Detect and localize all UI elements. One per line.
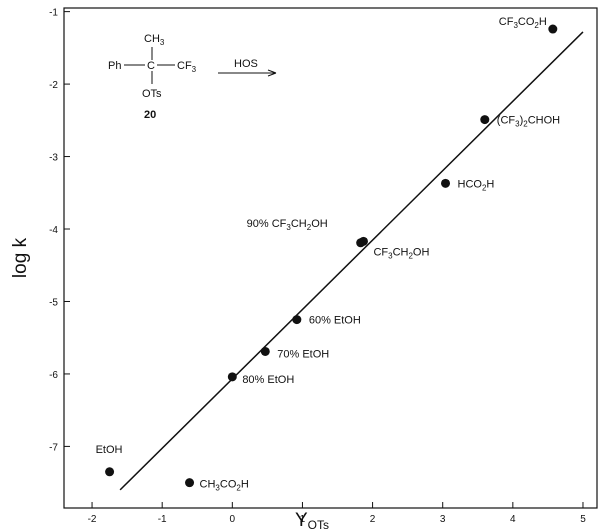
scheme-phenyl: Ph [108, 60, 121, 72]
data-point-label: 90% CF3CH2OH [247, 218, 328, 232]
reaction-scheme: CH3 Ph C CF3 OTs 20 HOS [108, 33, 277, 121]
data-point [548, 24, 558, 34]
y-tick-label: -3 [49, 153, 58, 164]
plot-frame [63, 7, 598, 509]
y-tick-label: -7 [49, 442, 58, 453]
data-point-label: 80% EtOH [242, 374, 294, 386]
data-point [358, 236, 368, 246]
x-tick-label: -1 [158, 514, 167, 525]
y-tick-label: -4 [49, 225, 58, 236]
data-point [105, 467, 115, 477]
fit-line [119, 31, 584, 491]
data-point-label: CF3CH2OH [373, 246, 429, 260]
scheme-compound-number: 20 [144, 109, 156, 121]
scheme-carbon: C [147, 60, 155, 72]
x-tick-label: -2 [88, 514, 97, 525]
fit-line-group [119, 31, 584, 491]
scheme-cf3: CF3 [177, 60, 197, 74]
x-tick-label: 3 [440, 514, 446, 525]
data-points: EtOH CH3CO2H 80% EtOH 70% EtOH 60% EtOH 90% C… [96, 16, 561, 493]
data-point [260, 346, 270, 356]
scheme-reagent: HOS [234, 58, 258, 70]
data-point-label: 60% EtOH [309, 315, 361, 327]
y-tick-label: -2 [49, 80, 58, 91]
data-point-label: CH3CO2H [200, 479, 249, 493]
data-point [441, 178, 451, 188]
data-point [480, 115, 490, 125]
y-tick-label: -5 [49, 297, 58, 308]
scheme-arrow-head [267, 69, 277, 77]
y-axis-title: log k [10, 237, 31, 278]
data-point [185, 478, 195, 488]
data-point [292, 315, 302, 325]
scheme-methyl: CH3 [144, 33, 165, 47]
data-point-label: EtOH [96, 444, 123, 456]
data-point-label: 70% EtOH [277, 348, 329, 360]
axis-ticks: -2 -1 0 1 2 3 4 5 -1 -2 -3 -4 -5 -6 -7 [49, 8, 586, 525]
data-point-label: HCO2H [458, 178, 495, 192]
x-tick-label: 0 [230, 514, 236, 525]
data-point-label: (CF3)2CHOH [497, 115, 560, 129]
y-tick-label: -6 [49, 370, 58, 381]
x-tick-label: 1 [300, 514, 306, 525]
data-point-label: CF3CO2H [499, 16, 547, 30]
scheme-leaving-group: OTs [142, 88, 162, 100]
x-tick-label: 2 [370, 514, 376, 525]
x-axis-title: YOTs [295, 510, 329, 529]
data-point [227, 372, 237, 382]
x-axis-title-main: Y [295, 510, 308, 529]
y-tick-label: -1 [49, 8, 58, 19]
x-tick-label: 5 [580, 514, 586, 525]
x-tick-label: 4 [510, 514, 516, 525]
x-axis-title-sub: OTs [308, 518, 329, 529]
